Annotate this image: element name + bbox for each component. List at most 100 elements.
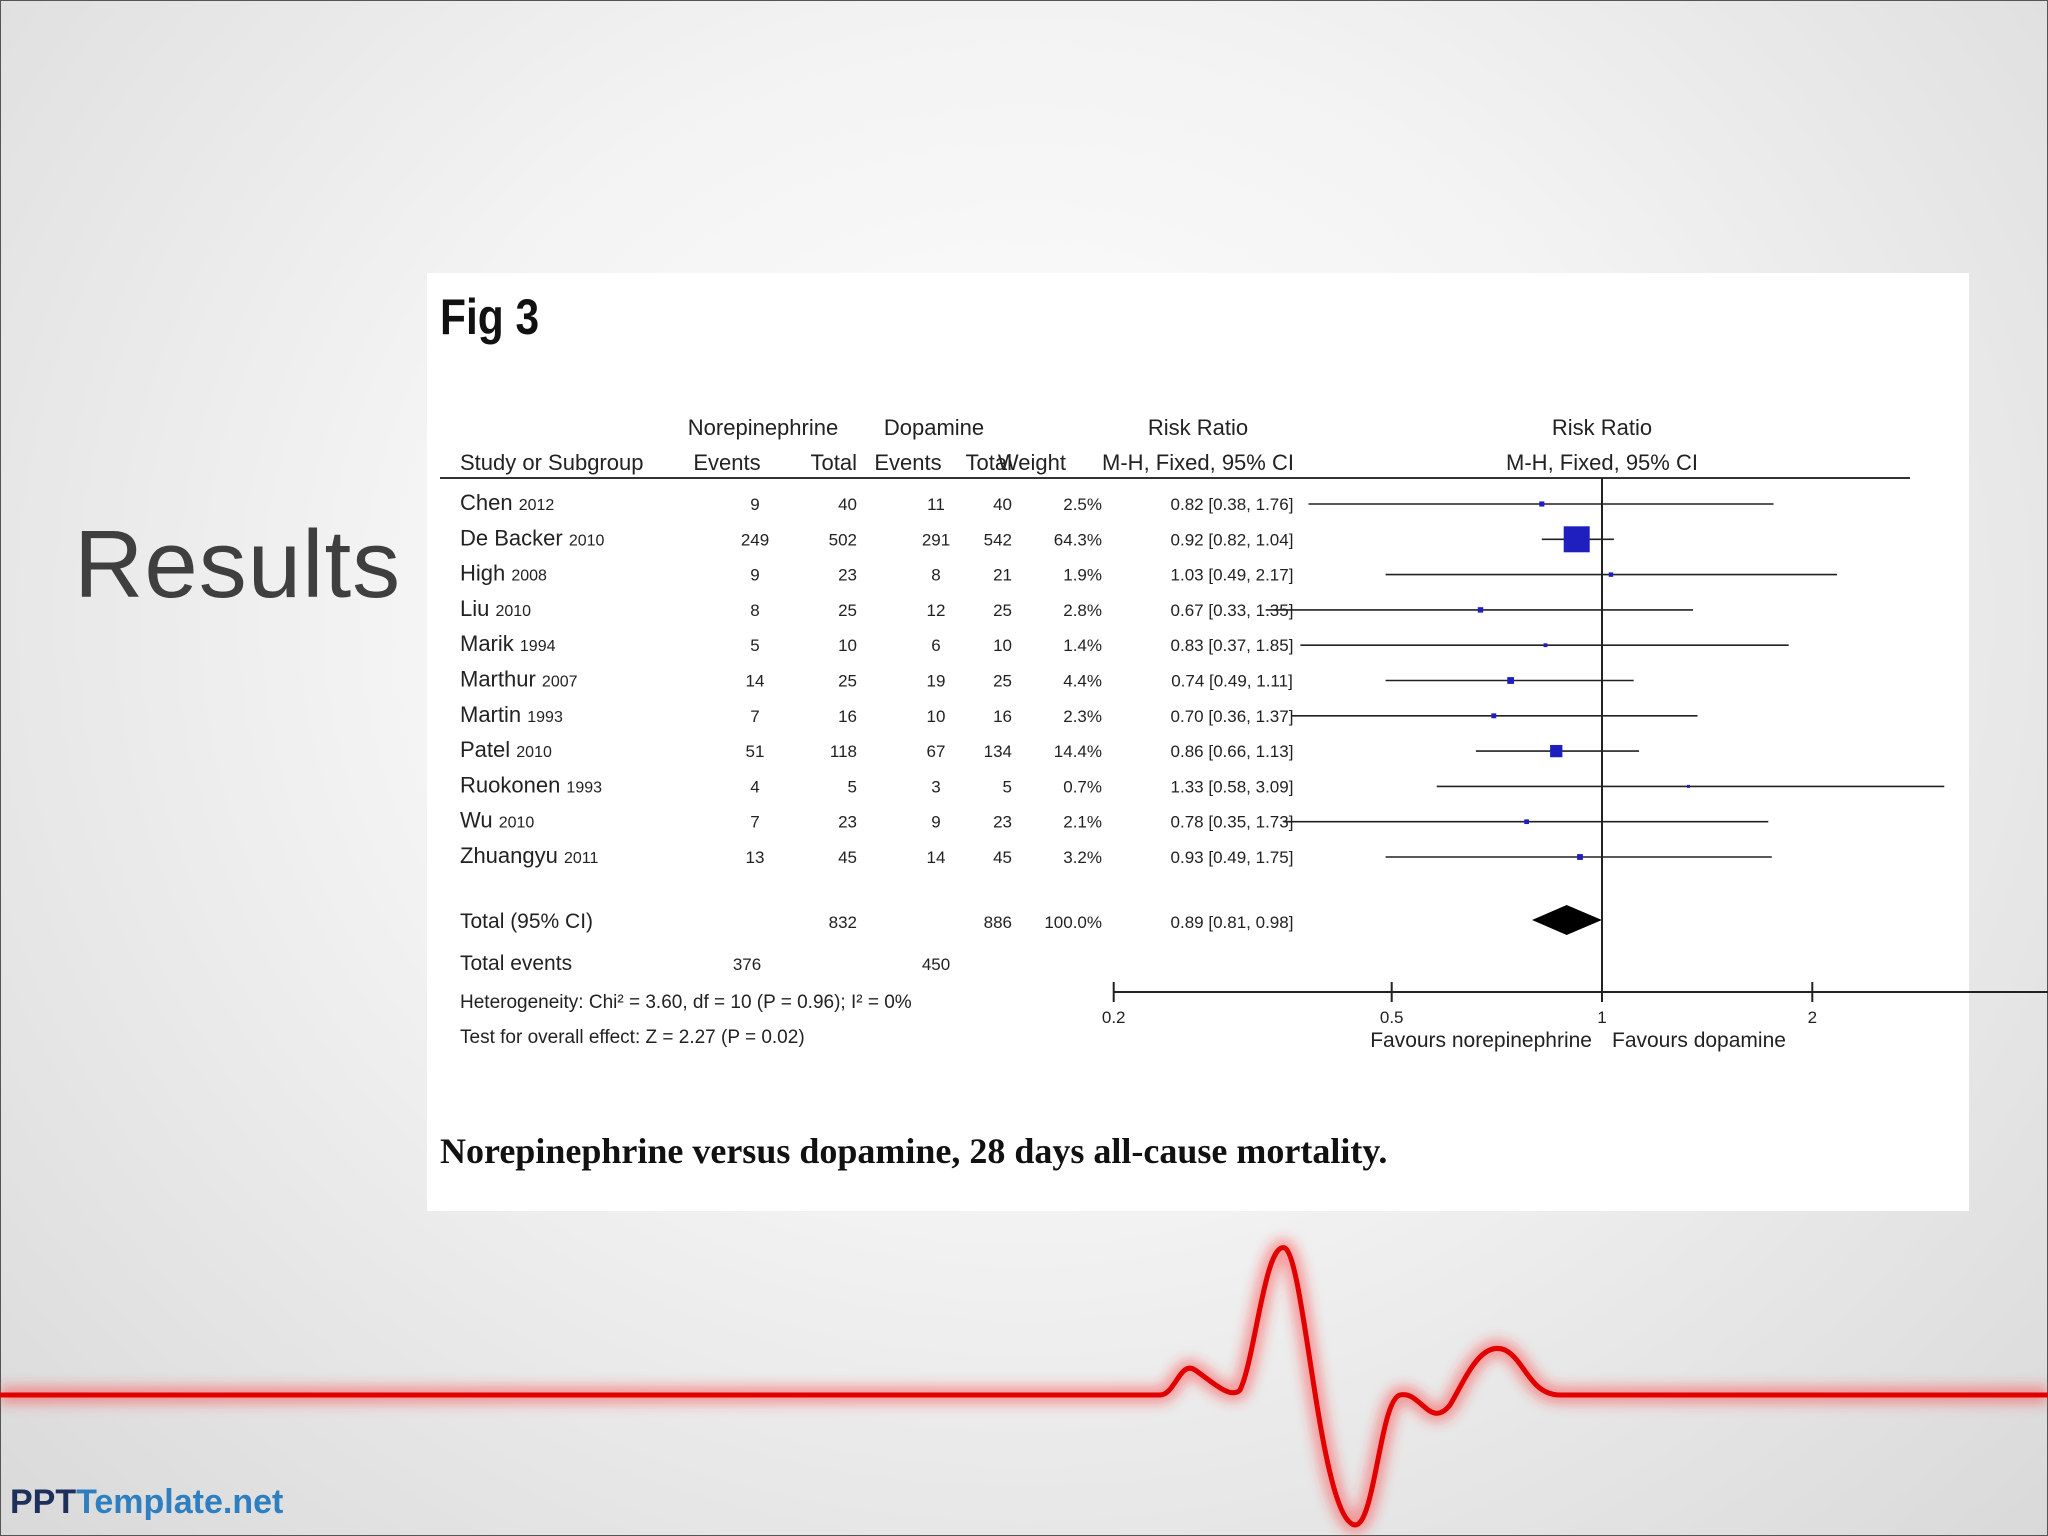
table-row: Martin 1993 xyxy=(460,702,563,727)
study-name: De Backer 2010 xyxy=(460,525,605,550)
header-norepinephrine: Norepinephrine xyxy=(688,415,838,440)
cell-ne-events: 249 xyxy=(741,530,769,549)
figure-label: Fig 3 xyxy=(440,289,540,345)
study-name: Patel 2010 xyxy=(460,737,552,762)
cell-ne-events: 51 xyxy=(746,742,765,761)
cell-dop-events: 6 xyxy=(931,636,940,655)
total-events-label: Total events xyxy=(460,952,572,975)
study-label: Zhuangyu xyxy=(460,843,564,868)
study-year: 2010 xyxy=(516,744,552,761)
point-estimate xyxy=(1539,501,1545,507)
cell-ci: 0.83 [0.37, 1.85] xyxy=(1171,636,1294,655)
brand-logo[interactable]: PPTTemplate.net xyxy=(10,1483,283,1522)
cell-dop-total: 21 xyxy=(993,566,1012,585)
cell-dop-total: 16 xyxy=(993,707,1012,726)
cell-ne-events: 9 xyxy=(750,566,759,585)
table-row: Ruokonen 1993 xyxy=(460,772,602,797)
point-estimate xyxy=(1608,572,1614,577)
header-risk-ratio: Risk Ratio xyxy=(1148,415,1248,440)
total-diamond xyxy=(1532,905,1602,935)
brand-part1: PPT xyxy=(10,1483,77,1521)
cell-ci: 0.93 [0.49, 1.75] xyxy=(1171,848,1294,867)
study-label: Liu xyxy=(460,596,495,621)
cell-ne-total: 40 xyxy=(838,495,857,514)
study-label: Patel xyxy=(460,737,516,762)
figure-panel xyxy=(427,273,1969,1211)
total-weight: 100.0% xyxy=(1044,913,1102,932)
col-ne-total: Total xyxy=(811,450,857,475)
table-row: Chen 2012 xyxy=(460,490,554,515)
study-name: Martin 1993 xyxy=(460,702,563,727)
study-label: Ruokonen xyxy=(460,772,566,797)
cell-dop-total: 40 xyxy=(993,495,1012,514)
cell-ne-events: 9 xyxy=(750,495,759,514)
cell-ci: 0.74 [0.49, 1.11] xyxy=(1171,672,1293,691)
cell-dop-events: 10 xyxy=(927,707,946,726)
study-name: Zhuangyu 2011 xyxy=(460,843,598,868)
cell-weight: 2.5% xyxy=(1063,495,1102,514)
study-label: High xyxy=(460,561,511,586)
total-label: Total (95% CI) xyxy=(460,910,593,933)
cell-ne-total: 16 xyxy=(838,707,857,726)
cell-ci: 0.92 [0.82, 1.04] xyxy=(1171,530,1294,549)
study-label: Martin xyxy=(460,702,527,727)
study-year: 2010 xyxy=(495,603,531,620)
col-dop-total: Total xyxy=(966,450,1012,475)
slide-title: Results xyxy=(74,511,402,618)
cell-ne-total: 502 xyxy=(829,530,857,549)
cell-dop-total: 25 xyxy=(993,601,1012,620)
x-tick-label: 0.5 xyxy=(1380,1008,1404,1027)
study-label: Chen xyxy=(460,490,519,515)
study-name: Marthur 2007 xyxy=(460,667,578,692)
cell-ne-total: 23 xyxy=(838,813,857,832)
col-weight: Weight xyxy=(998,450,1066,475)
cell-weight: 2.1% xyxy=(1063,813,1102,832)
total-events-dop: 450 xyxy=(922,955,950,974)
cell-weight: 2.8% xyxy=(1063,601,1102,620)
x-tick-label: 1 xyxy=(1597,1008,1606,1027)
cell-dop-total: 10 xyxy=(993,636,1012,655)
table-row: Liu 2010 xyxy=(460,596,531,621)
study-year: 2007 xyxy=(542,674,578,691)
study-year: 2012 xyxy=(519,497,555,514)
cell-ne-events: 5 xyxy=(750,636,759,655)
cell-dop-total: 134 xyxy=(984,742,1012,761)
table-row: Patel 2010 xyxy=(460,737,552,762)
cell-ci: 1.03 [0.49, 2.17] xyxy=(1171,566,1294,585)
cell-dop-events: 19 xyxy=(927,672,946,691)
cell-ci: 0.70 [0.36, 1.37] xyxy=(1171,707,1294,726)
cell-dop-events: 9 xyxy=(931,813,940,832)
point-estimate xyxy=(1507,677,1515,684)
cell-dop-total: 5 xyxy=(1003,777,1012,796)
study-name: Liu 2010 xyxy=(460,596,531,621)
cell-ne-events: 7 xyxy=(750,707,759,726)
cell-ne-total: 23 xyxy=(838,566,857,585)
point-estimate xyxy=(1491,713,1497,719)
col-plot-ci: M-H, Fixed, 95% CI xyxy=(1506,450,1698,475)
favours-right-label: Favours dopamine xyxy=(1612,1029,1786,1052)
cell-ne-events: 4 xyxy=(750,777,759,796)
point-estimate xyxy=(1524,819,1529,825)
study-label: Wu xyxy=(460,808,499,833)
cell-ne-events: 8 xyxy=(750,601,759,620)
cell-weight: 2.3% xyxy=(1063,707,1102,726)
cell-dop-events: 12 xyxy=(927,601,946,620)
cell-ci: 0.86 [0.66, 1.13] xyxy=(1171,742,1294,761)
point-estimate xyxy=(1563,526,1590,553)
study-name: Wu 2010 xyxy=(460,808,534,833)
col-study: Study or Subgroup xyxy=(460,450,643,475)
study-year: 1993 xyxy=(566,779,602,796)
cell-weight: 1.4% xyxy=(1063,636,1102,655)
cell-dop-total: 45 xyxy=(993,848,1012,867)
cell-ne-total: 5 xyxy=(848,777,857,796)
table-row: De Backer 2010 xyxy=(460,525,605,550)
cell-ne-total: 25 xyxy=(838,601,857,620)
study-label: De Backer xyxy=(460,525,569,550)
point-estimate xyxy=(1543,643,1548,648)
cell-ci: 0.82 [0.38, 1.76] xyxy=(1171,495,1294,514)
cell-dop-events: 3 xyxy=(931,777,940,796)
table-row: High 2008 xyxy=(460,561,547,586)
total-events-ne: 376 xyxy=(733,955,761,974)
study-name: High 2008 xyxy=(460,561,547,586)
